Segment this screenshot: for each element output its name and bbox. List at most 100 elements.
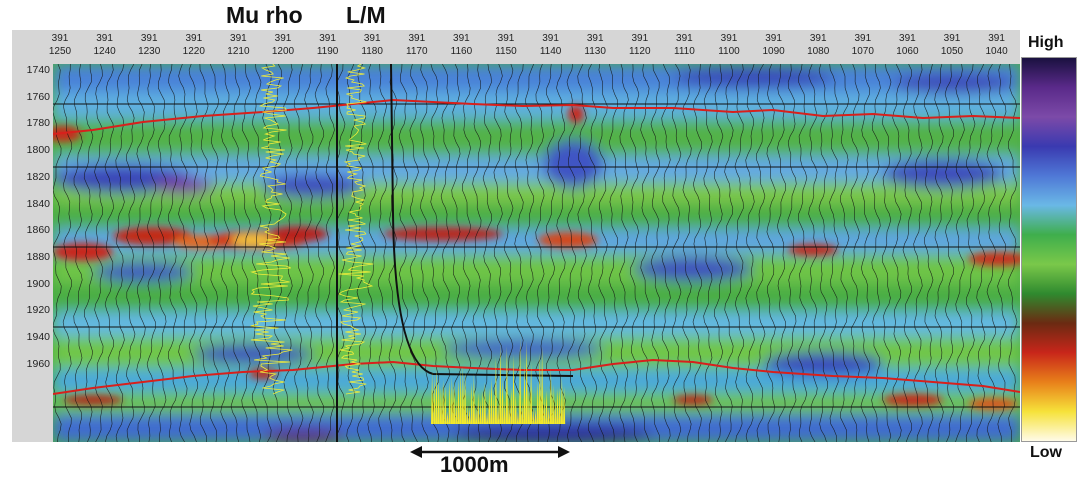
seismic-trace [178,64,188,442]
log-spike [470,382,473,424]
log-spike [433,374,436,424]
seismic-trace [776,64,786,442]
seismic-trace [840,64,850,442]
x-tick-label: 391 1180 [361,33,383,57]
seismic-trace [714,64,724,442]
log-spike [541,345,544,424]
x-tick-label: 391 1110 [674,33,695,57]
log-spike [536,381,539,424]
log-spike [512,354,515,424]
x-tick-label: 391 1170 [406,33,428,57]
log-spike [483,381,486,424]
log-spike [534,409,537,424]
log-spike [477,392,480,424]
seismic-trace [293,64,304,442]
seismic-trace [209,64,220,442]
y-tick-label: 1800 [26,144,50,157]
seismic-trace [703,64,713,442]
seismic-trace [672,64,682,442]
log-spike [523,362,526,424]
seismic-trace [556,64,566,442]
seismic-trace [230,64,241,442]
seismic-trace [514,64,524,442]
seismic-trace [220,64,230,442]
seismic-trace [818,64,828,442]
log-spike [549,368,552,424]
seismic-trace [409,64,419,442]
log-spike [479,399,482,424]
seismic-trace [451,64,461,442]
log-spike [468,407,471,424]
seismic-section [53,64,1020,442]
log-spike [503,400,506,424]
seismic-trace [577,64,587,442]
log-spike [492,393,495,424]
seismic-trace [472,64,482,442]
seismic-trace [346,64,356,442]
seismic-trace [871,64,881,442]
seismic-trace [924,64,934,442]
log-spike [552,384,555,424]
seismic-trace [797,64,808,442]
x-tick-label: 391 1050 [940,33,964,57]
seismic-trace [146,64,157,442]
y-tick-label: 1820 [26,170,50,183]
seismic-trace [115,64,125,442]
log-spike [563,386,566,424]
log-spike [521,399,524,424]
scale-bar-label: 1000m [440,452,509,477]
x-tick-label: 391 1130 [584,33,606,57]
log-spike [560,375,563,424]
x-tick-label: 391 1250 [48,33,72,57]
seismic-trace [734,64,744,442]
log-spike [547,406,550,424]
log-spike [466,405,469,424]
log-spike [431,371,434,424]
log-spike [508,399,511,424]
log-spike [514,391,517,424]
y-tick-label: 1920 [26,304,50,317]
seismic-trace [524,64,534,442]
log-spike [435,367,438,424]
seismic-trace [398,64,409,442]
log-spike [464,371,467,424]
x-tick-label: 391 1070 [851,33,874,57]
log-spike [530,363,533,424]
seismic-trace [682,64,692,442]
x-tick-label: 391 1160 [450,33,473,57]
seismic-trace [986,64,996,442]
log-spike [545,390,548,424]
seismic-trace [829,64,839,442]
seismic-trace [94,64,104,442]
log-spike [444,385,447,424]
y-tick-label: 1740 [26,64,50,76]
log-spike [554,398,557,424]
log-spike [461,366,464,424]
seismic-trace [482,64,493,442]
log-spike [494,356,497,424]
seismic-trace [199,64,209,442]
x-tick-label: 391 1060 [896,33,919,57]
log-spike [497,404,500,424]
log-spike [446,411,449,424]
seismic-trace [692,64,702,442]
seismic-trace [598,64,608,442]
log-spike [455,398,458,424]
seismic-trace [493,64,503,442]
x-tick-label: 391 1120 [629,33,651,57]
log-spike [519,337,522,424]
y-tick-label: 1840 [26,197,50,210]
log-spike [490,377,493,424]
log-spike [475,406,478,424]
seismic-trace [955,64,965,442]
y-tick-label: 1860 [26,224,50,237]
seismic-trace [461,64,472,442]
color-scale-high: High [1028,34,1064,51]
seismic-trace [976,64,986,442]
seismic-trace [251,64,262,442]
log-spike [488,387,491,424]
seismic-trace [766,64,776,442]
log-spike [453,379,456,424]
seismic-trace [661,64,671,442]
seismic-trace [188,64,198,442]
